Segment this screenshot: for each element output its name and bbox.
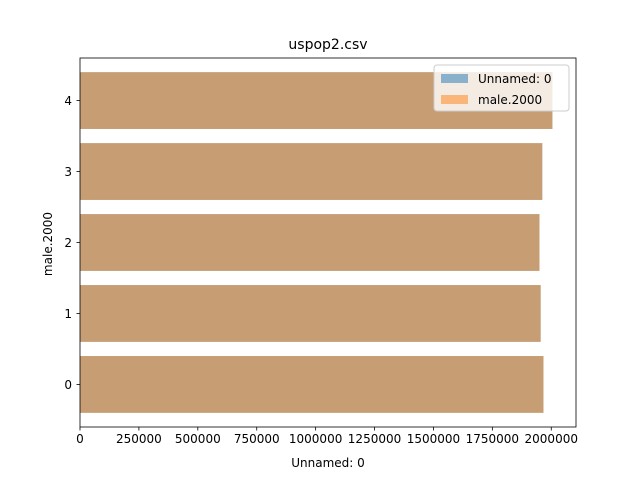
axes-layer: 0 250000 500000 750000 1000000 1250000 1500000… <box>64 57 578 446</box>
x-axis-label: Unnamed: 0 <box>291 456 365 470</box>
bars-layer <box>80 72 553 413</box>
bar-series-1-cat-0 <box>80 356 544 413</box>
chart-title: uspop2.csv <box>288 37 367 53</box>
y-tick-label: 3 <box>64 165 72 179</box>
y-tick-label: 4 <box>64 94 72 108</box>
y-tick-label: 2 <box>64 236 72 250</box>
y-axis-label: male.2000 <box>41 212 55 276</box>
bar-series-1-cat-2 <box>80 214 540 271</box>
y-tick-label: 1 <box>64 307 72 321</box>
x-tick-label: 1250000 <box>348 432 401 446</box>
x-tick-label: 750000 <box>234 432 280 446</box>
legend: Unnamed: 0 male.2000 <box>433 64 570 112</box>
x-tick-label: 1750000 <box>466 432 519 446</box>
x-tick-label: 0 <box>76 432 84 446</box>
bar-series-1-cat-1 <box>80 285 541 342</box>
x-tick-label: 1000000 <box>289 432 342 446</box>
x-tick-label: 500000 <box>175 432 221 446</box>
x-tick-label: 2000000 <box>525 432 578 446</box>
x-tick-label: 250000 <box>116 432 162 446</box>
x-tick-label: 1500000 <box>407 432 460 446</box>
legend-swatch <box>441 95 468 104</box>
legend-swatch <box>441 74 468 83</box>
legend-label: male.2000 <box>478 93 542 107</box>
y-tick-label: 0 <box>64 378 72 392</box>
bar-series-1-cat-3 <box>80 143 543 200</box>
legend-label: Unnamed: 0 <box>478 72 552 86</box>
